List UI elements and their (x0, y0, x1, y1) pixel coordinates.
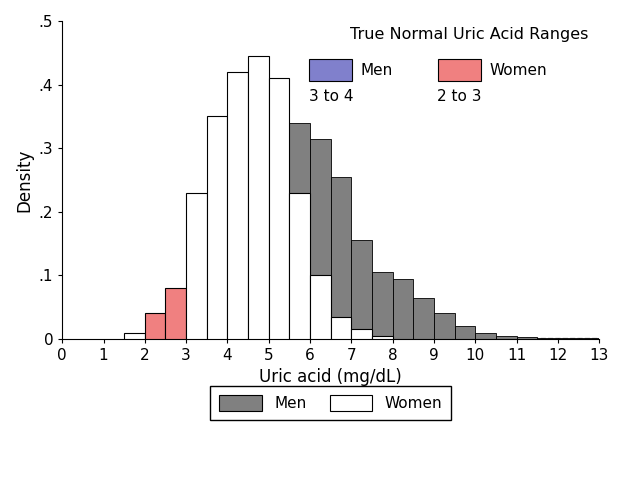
Bar (228, 231, 248, 339)
Bar (351, 240, 372, 339)
Bar (145, 314, 165, 339)
Bar (290, 193, 310, 339)
Text: Women: Women (489, 63, 547, 78)
Bar (207, 199, 228, 339)
Bar (475, 333, 496, 339)
Text: True Normal Uric Acid Ranges: True Normal Uric Acid Ranges (350, 27, 588, 43)
Bar (290, 123, 310, 339)
Bar (310, 59, 352, 81)
Bar (351, 329, 372, 339)
Bar (496, 336, 517, 339)
Bar (269, 154, 290, 339)
Bar (186, 193, 207, 339)
Bar (124, 333, 145, 339)
Y-axis label: Density: Density (15, 148, 33, 212)
Bar (372, 272, 392, 339)
Bar (413, 298, 434, 339)
Bar (331, 316, 351, 339)
Bar (207, 116, 228, 339)
Bar (310, 139, 331, 339)
Bar (558, 338, 578, 339)
Bar (455, 326, 475, 339)
Bar (392, 279, 413, 339)
Legend: Men, Women: Men, Women (210, 386, 451, 420)
Text: 3 to 4: 3 to 4 (308, 89, 353, 104)
Bar (434, 314, 455, 339)
Bar (165, 288, 186, 339)
Bar (372, 336, 392, 339)
Bar (517, 337, 537, 339)
Bar (248, 174, 269, 339)
Bar (228, 72, 248, 339)
Text: 2 to 3: 2 to 3 (437, 89, 482, 104)
Bar (248, 56, 269, 339)
Text: Men: Men (360, 63, 392, 78)
Bar (578, 338, 599, 339)
Bar (438, 59, 481, 81)
Bar (537, 337, 558, 339)
Bar (331, 177, 351, 339)
X-axis label: Uric acid (mg/dL): Uric acid (mg/dL) (260, 369, 402, 387)
Bar (165, 320, 186, 339)
Bar (186, 269, 207, 339)
Bar (310, 275, 331, 339)
Bar (269, 78, 290, 339)
